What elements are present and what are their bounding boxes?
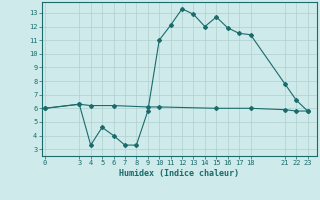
X-axis label: Humidex (Indice chaleur): Humidex (Indice chaleur) xyxy=(119,169,239,178)
